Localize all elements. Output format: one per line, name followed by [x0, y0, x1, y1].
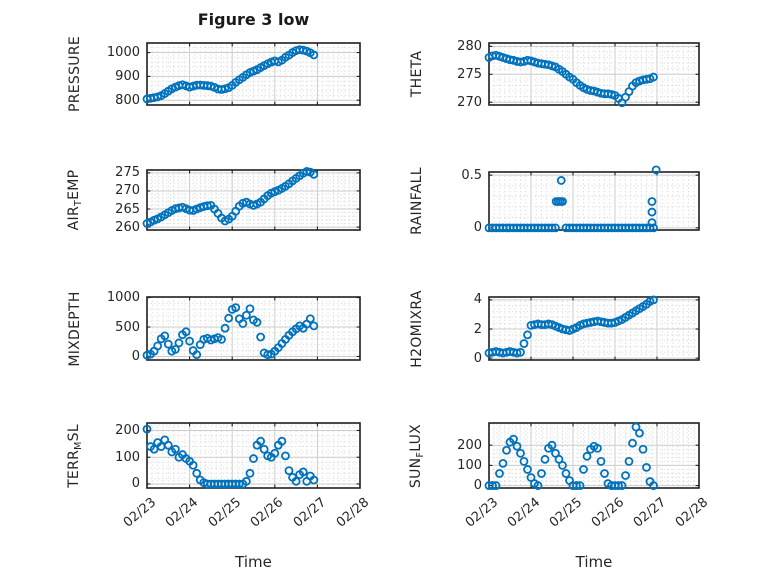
subplot-mixdepth: MIXDEPTH 0 500 1000 [67, 290, 361, 366]
subplot-rainfall: RAINFALL 0 0.5 [409, 165, 700, 235]
theta-chart [484, 42, 700, 108]
x-axis-label-left: Time [235, 553, 272, 571]
y-tick-label: 0 [131, 348, 140, 364]
y-tick-label: 0 [473, 478, 482, 494]
y-tick-label: 0 [473, 220, 482, 236]
y-tick-label: 0.5 [461, 167, 482, 183]
y-tick-label: 275 [115, 165, 140, 181]
axis-box [488, 422, 700, 489]
y-tick-label: 900 [115, 68, 140, 84]
tick-marks [488, 43, 700, 105]
tick-marks [146, 423, 361, 488]
sunflux-chart [484, 422, 700, 490]
axis-box [146, 42, 361, 106]
data-points [484, 295, 658, 358]
subplot-sunflux: SUNFLUX 0 100 200 02/23 02/24 02/25 02/26 02/27 0… [408, 422, 711, 531]
axis-box [146, 296, 361, 361]
y-tick-label: 100 [115, 449, 140, 465]
axis-box [146, 169, 361, 231]
data-points [484, 422, 658, 490]
y-tick-label: 800 [115, 92, 140, 108]
y-tick-label: 270 [115, 183, 140, 199]
subplot-airtemp: AIRTEMP 260 265 270 275 [66, 165, 361, 235]
h2omixra-chart [484, 295, 700, 361]
subplot-theta: THETA 270 275 280 [409, 39, 700, 110]
y-tick-label: 275 [457, 66, 482, 82]
subplot-terrmsl: TERRMSL 0 100 200 02/23 02/24 02/25 02/26 02/27 0… [66, 422, 372, 531]
terrmsl-chart [142, 422, 361, 489]
y-tick-label: 280 [457, 38, 482, 54]
major-grid [147, 423, 360, 488]
y-tick-label: 500 [115, 319, 140, 335]
pressure-chart [142, 42, 361, 106]
y-tick-label: 200 [115, 423, 140, 438]
y-tick-label: 265 [115, 201, 140, 217]
y-tick-label: 0 [131, 476, 140, 492]
major-grid [147, 170, 360, 230]
y-tick-label: 2 [473, 321, 482, 337]
tick-marks [146, 170, 361, 230]
minor-grid [489, 423, 699, 488]
minor-grid [147, 170, 360, 230]
airtemp-chart [142, 167, 361, 231]
data-points [142, 45, 319, 104]
data-points [142, 303, 319, 360]
y-tick-label: 1000 [106, 45, 140, 61]
y-tick-label: 0 [473, 350, 482, 366]
figure-title: Figure 3 low [197, 10, 310, 29]
rainfall-chart [484, 165, 700, 233]
data-points [142, 167, 319, 228]
y-tick-label: 4 [473, 292, 482, 308]
y-tick-label: 1000 [106, 290, 140, 306]
subplot-pressure: PRESSURE 800 900 1000 [67, 36, 361, 112]
y-tick-label: 270 [457, 94, 482, 110]
major-grid [147, 43, 360, 105]
axis-box [146, 422, 361, 489]
major-grid [489, 43, 699, 105]
y-tick-label: 200 [457, 437, 482, 453]
data-points [484, 50, 658, 108]
x-axis-label-right: Time [575, 553, 613, 571]
minor-grid [489, 172, 699, 230]
data-points [484, 165, 661, 233]
data-points [142, 424, 319, 489]
mixdepth-chart [142, 296, 361, 361]
y-tick-label: 100 [457, 457, 482, 473]
subplot-h2omixra: H2OMIXRA 0 2 4 [409, 290, 700, 367]
y-tick-label: 260 [115, 219, 140, 235]
